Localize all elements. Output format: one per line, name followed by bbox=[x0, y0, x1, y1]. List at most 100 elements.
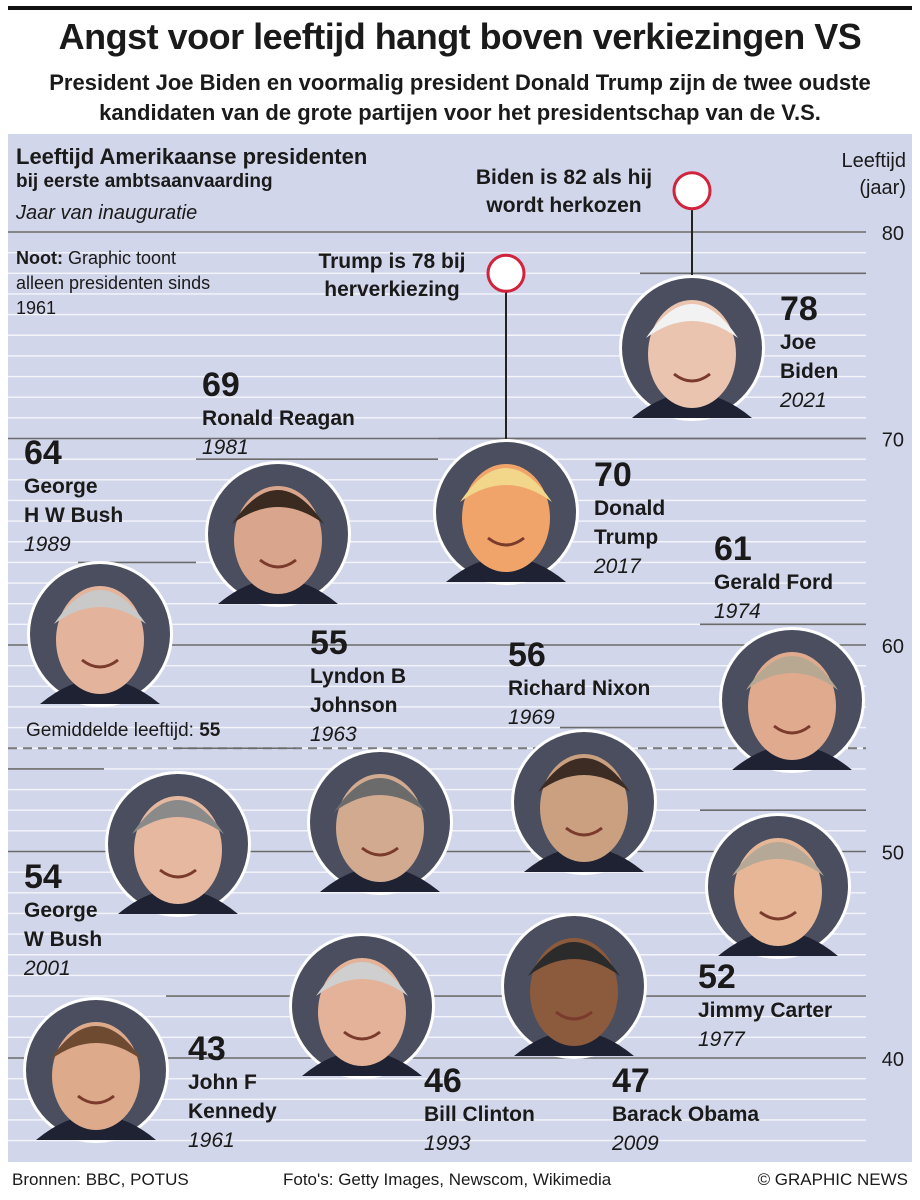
president-name: George bbox=[24, 475, 98, 498]
president-name: Gerald Ford bbox=[714, 571, 834, 594]
president-label-trump: 70 Donald Trump 2017 bbox=[594, 456, 665, 581]
age-value: 70 bbox=[594, 456, 632, 494]
portrait-nixon-face bbox=[540, 754, 628, 862]
portrait-kennedy-hair bbox=[50, 1026, 142, 1060]
age-value: 64 bbox=[24, 434, 62, 472]
age-value: 46 bbox=[424, 1062, 462, 1100]
inauguration-year: 1969 bbox=[508, 706, 555, 729]
president-label-reagan: 69 Ronald Reagan 1981 bbox=[202, 366, 355, 462]
age-value: 61 bbox=[714, 530, 752, 568]
president-label-bush-jr: 54 George W Bush 2001 bbox=[24, 858, 102, 983]
average-value: 55 bbox=[199, 720, 221, 741]
president-label-kennedy: 43 John F Kennedy 1961 bbox=[188, 1030, 277, 1155]
president-name: Barack Obama bbox=[612, 1103, 760, 1126]
president-label-nixon: 56 Richard Nixon 1969 bbox=[508, 636, 650, 732]
page-subtitle: President Joe Biden en voormalig preside… bbox=[49, 70, 871, 125]
inauguration-year: 1974 bbox=[714, 600, 761, 623]
inauguration-year: 2009 bbox=[612, 1132, 659, 1155]
president-label-johnson: 55 Lyndon B Johnson 1963 bbox=[310, 624, 406, 749]
portrait-obama-face bbox=[530, 938, 618, 1046]
y-axis-label-line1: Leeftijd bbox=[841, 150, 907, 172]
inauguration-year: 1977 bbox=[698, 1028, 745, 1051]
president-label-biden: 78 Joe Biden 2021 bbox=[780, 290, 838, 415]
portrait-trump-smile bbox=[487, 536, 525, 547]
average-label: Gemiddelde leeftijd: 55 bbox=[26, 720, 220, 742]
y-axis-label-line2: (jaar) bbox=[859, 177, 906, 199]
portrait-bush-jr-smile bbox=[159, 868, 197, 879]
portrait-bush-sr-hair bbox=[54, 590, 146, 624]
president-name: W Bush bbox=[24, 928, 103, 951]
portrait-johnson-face bbox=[336, 774, 424, 882]
president-name: Richard Nixon bbox=[508, 677, 651, 700]
president-label-ford: 61 Gerald Ford 1974 bbox=[714, 530, 833, 626]
portrait-johnson-smile bbox=[361, 846, 399, 857]
portrait-nixon-hair bbox=[538, 758, 630, 792]
portrait-carter-face bbox=[734, 838, 822, 946]
age-value: 54 bbox=[24, 858, 62, 896]
portrait-biden-hair bbox=[646, 304, 738, 338]
portrait-ford-face bbox=[748, 652, 836, 760]
chart-subtitle: Jaar van inauguratie bbox=[16, 202, 198, 224]
portrait-bush-jr-face bbox=[134, 796, 222, 904]
president-name: Joe bbox=[780, 331, 817, 354]
portrait-nixon-smile bbox=[565, 826, 603, 837]
inauguration-year: 2001 bbox=[24, 957, 71, 980]
age-value: 78 bbox=[780, 290, 818, 328]
portrait-carter-hair bbox=[732, 842, 824, 876]
president-name: Trump bbox=[594, 526, 659, 549]
portrait-obama-smile bbox=[555, 1010, 593, 1021]
inauguration-year: 1981 bbox=[202, 436, 249, 459]
y-tick-label: 70 bbox=[882, 430, 904, 452]
portrait-kennedy-smile bbox=[77, 1094, 115, 1105]
president-name: Ronald Reagan bbox=[202, 407, 355, 430]
callout-ring bbox=[486, 253, 526, 293]
portrait-biden-smile bbox=[673, 372, 711, 383]
chart-title-line2: bij eerste ambtsaanvaarding bbox=[16, 171, 273, 192]
chart-title-line1: Leeftijd Amerikaanse presidenten bbox=[16, 144, 368, 169]
portrait-bush-sr-face bbox=[56, 586, 144, 694]
portrait-reagan-smile bbox=[259, 558, 297, 569]
president-name: Johnson bbox=[310, 694, 398, 717]
president-label-bush-sr: 64 George H W Bush 1989 bbox=[24, 434, 123, 559]
president-name: Kennedy bbox=[188, 1100, 277, 1123]
president-name: Biden bbox=[780, 360, 839, 383]
y-axis-label: Leeftijd (jaar) bbox=[842, 148, 907, 202]
top-rule bbox=[8, 6, 912, 10]
portrait-clinton-face bbox=[318, 958, 406, 1066]
footer-photos: Foto's: Getty Images, Newscom, Wikimedia bbox=[283, 1170, 612, 1189]
callout-ring bbox=[672, 171, 712, 211]
footer-copyright: © GRAPHIC NEWS bbox=[757, 1170, 908, 1189]
age-value: 56 bbox=[508, 636, 546, 674]
age-value: 47 bbox=[612, 1062, 650, 1100]
chart-title: Leeftijd Amerikaanse presidenten bij eer… bbox=[16, 144, 367, 194]
portrait-bush-sr-smile bbox=[81, 658, 119, 669]
age-value: 69 bbox=[202, 366, 240, 404]
president-name: H W Bush bbox=[24, 504, 124, 527]
y-tick-label: 50 bbox=[882, 843, 904, 865]
portrait-ford-smile bbox=[773, 724, 811, 735]
inauguration-year: 1961 bbox=[188, 1129, 235, 1152]
portrait-trump-hair bbox=[460, 468, 552, 502]
president-name: George bbox=[24, 899, 98, 922]
portrait-ford-hair bbox=[746, 656, 838, 690]
inauguration-year: 2017 bbox=[594, 555, 641, 578]
note-text: Graphic toont alleen presidenten sinds 1… bbox=[16, 248, 211, 318]
portrait-clinton-smile bbox=[343, 1030, 381, 1041]
y-tick-label: 60 bbox=[882, 636, 904, 658]
portrait-obama-hair bbox=[528, 942, 620, 976]
president-name: Lyndon B bbox=[310, 665, 407, 688]
president-name: Donald bbox=[594, 497, 666, 520]
y-tick-label: 40 bbox=[882, 1049, 904, 1071]
portrait-reagan-hair bbox=[232, 490, 324, 524]
portrait-bush-jr-hair bbox=[132, 800, 224, 834]
age-value: 43 bbox=[188, 1030, 226, 1068]
portrait-biden-face bbox=[648, 300, 736, 408]
y-tick-label: 80 bbox=[882, 223, 904, 245]
callout-trump: Trump is 78 bij herverkiezing bbox=[318, 250, 466, 301]
president-name: Jimmy Carter bbox=[698, 999, 833, 1022]
chart-note: Noot: Graphic toont alleen presidenten s… bbox=[16, 246, 226, 321]
portrait-trump-face bbox=[462, 464, 550, 572]
president-label-clinton: 46 Bill Clinton 1993 bbox=[424, 1062, 535, 1158]
footer-sources: Bronnen: BBC, POTUS bbox=[12, 1170, 189, 1189]
